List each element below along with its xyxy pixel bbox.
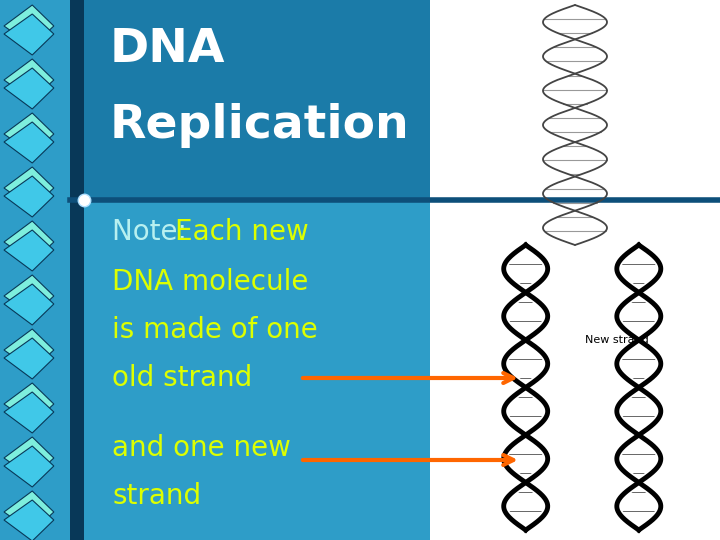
Bar (84, 0, 720, 200)
Text: DNA molecule: DNA molecule (112, 268, 308, 296)
Polygon shape (4, 446, 54, 487)
Polygon shape (4, 275, 54, 316)
Text: and one new: and one new (112, 434, 291, 462)
Polygon shape (4, 14, 54, 55)
Text: is made of one: is made of one (112, 316, 318, 344)
Bar (430, 0, 720, 540)
Polygon shape (4, 68, 54, 109)
Polygon shape (4, 329, 54, 370)
Polygon shape (4, 5, 54, 46)
Text: old strand: old strand (112, 364, 252, 392)
Text: Note:: Note: (112, 218, 196, 246)
Polygon shape (4, 176, 54, 217)
Polygon shape (4, 491, 54, 532)
Text: DNA: DNA (110, 28, 225, 72)
Polygon shape (4, 338, 54, 379)
Polygon shape (4, 284, 54, 325)
Text: Each new: Each new (175, 218, 309, 246)
Polygon shape (4, 392, 54, 433)
Polygon shape (4, 383, 54, 424)
Polygon shape (4, 167, 54, 208)
Polygon shape (4, 59, 54, 100)
Polygon shape (4, 113, 54, 154)
Text: strand: strand (112, 482, 201, 510)
Polygon shape (4, 221, 54, 262)
Polygon shape (4, 230, 54, 271)
Bar (70, 0, 84, 540)
Text: Replication: Replication (110, 103, 410, 147)
Polygon shape (4, 500, 54, 540)
Polygon shape (4, 122, 54, 163)
Polygon shape (4, 437, 54, 478)
Text: New strand: New strand (585, 335, 649, 345)
